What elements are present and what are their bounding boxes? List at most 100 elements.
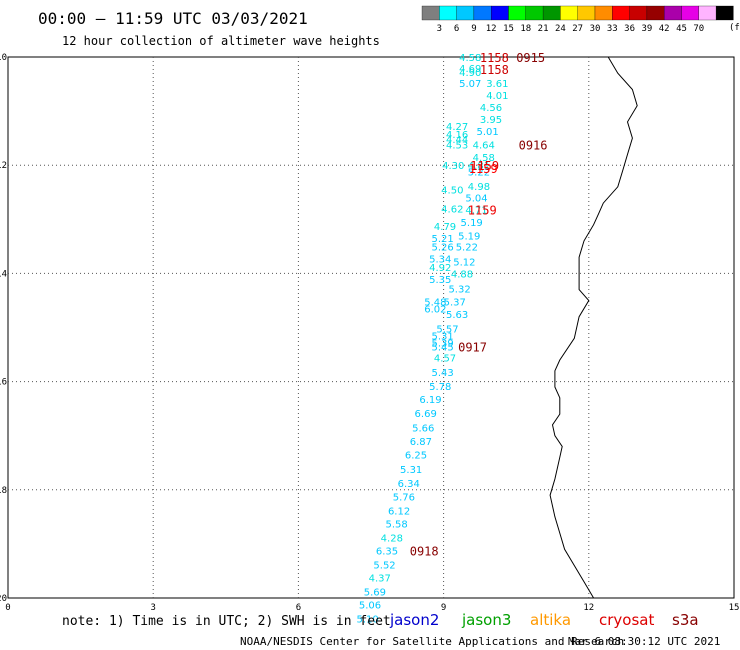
pass-time-label: 0918: [410, 544, 439, 558]
legend-tick-label: 24: [555, 24, 566, 34]
wave-height-value: 5.78: [429, 382, 451, 393]
legend-tick-label: 12: [486, 24, 497, 34]
wave-height-value: 4.92: [429, 263, 451, 274]
wave-height-value: 4.30: [442, 161, 464, 172]
latitude-tick: -18: [0, 486, 7, 496]
pass-time-label: 1158: [480, 63, 509, 77]
legend-swatch: [715, 5, 734, 21]
wave-height-value: 5.45: [432, 342, 454, 353]
wave-height-value: 5.69: [364, 588, 386, 599]
legend-swatch: [646, 5, 665, 21]
pass-time-label: 1159: [470, 159, 499, 173]
legend-swatch: [525, 5, 544, 21]
legend-swatch: [698, 5, 717, 21]
longitude-tick: 15: [729, 603, 740, 613]
longitude-tick: 9: [441, 603, 446, 613]
satellite-legend: jason2 jason3 altika cryosat s3a: [389, 611, 699, 629]
legend-swatch: [681, 5, 699, 21]
wave-height-value: 5.58: [386, 519, 408, 530]
legend-swatch: [664, 5, 682, 21]
wave-height-value: 5.63: [446, 310, 468, 321]
wave-height-value: 4.53: [446, 141, 468, 152]
wave-height-value: 4.64: [473, 141, 495, 152]
legend-unit-label: (ft): [729, 23, 740, 33]
latitude-tick: -10: [0, 53, 7, 63]
wave-height-value: 4.56: [480, 103, 502, 114]
wave-height-value: 4.81: [468, 161, 490, 172]
wave-height-value: 6.69: [415, 409, 437, 420]
wave-height-value: 5.21: [432, 234, 454, 245]
wave-height-value: 5.39: [432, 339, 454, 350]
legend-swatch: [542, 5, 561, 21]
wave-height-value: 4.98: [468, 182, 490, 193]
longitude-tick: 3: [150, 603, 155, 613]
wave-height-value: 4.50: [441, 186, 463, 197]
pass-time-label: 1159: [469, 162, 498, 176]
legend-swatch: [421, 5, 440, 21]
wave-height-value: 5.37: [444, 298, 466, 309]
wave-height-value: 4.58: [459, 53, 481, 64]
wave-height-value: 6.35: [376, 546, 398, 557]
wave-height-value: 3.61: [486, 79, 508, 90]
map-frame: [7, 56, 735, 599]
wave-height-value: 5.19: [461, 218, 483, 229]
wave-height-value: 4.37: [369, 573, 391, 584]
wave-height-value: 6.19: [419, 395, 441, 406]
wave-height-value: 4.16: [446, 130, 468, 141]
legend-tick-label: 36: [624, 24, 635, 34]
wave-height-value: 5.35: [429, 275, 451, 286]
wave-height-value: 4.57: [434, 353, 456, 364]
pass-time-label: 1158: [480, 51, 509, 65]
wave-height-value: 6.25: [405, 451, 427, 462]
satellite-name-altika: altika: [530, 611, 571, 629]
wave-height-value: 5.31: [432, 332, 454, 343]
satellite-name-jason3: jason3: [461, 611, 511, 629]
legend-tick-label: 33: [607, 24, 618, 34]
longitude-tick: 12: [583, 603, 594, 613]
wave-height-value: 6.34: [398, 479, 420, 490]
wave-height-value: 6.87: [410, 437, 432, 448]
legend-swatch: [560, 5, 578, 21]
legend-tick-label: 70: [693, 24, 704, 34]
wave-height-value: 6.12: [388, 506, 410, 517]
wave-height-value: 5.34: [429, 254, 451, 265]
wave-height-value: 5.01: [477, 127, 499, 138]
coastline: [549, 56, 638, 599]
wave-height-value: 4.88: [451, 269, 473, 280]
wave-height-value: 4.58: [473, 153, 495, 164]
wave-height-value: 6.02: [424, 305, 446, 316]
legend-tick-label: 18: [520, 24, 531, 34]
pass-time-label: 1159: [468, 204, 497, 218]
wave-height-value: 5.26: [432, 242, 454, 253]
legend-swatch: [629, 5, 648, 21]
wave-height-value: 4.62: [441, 204, 463, 215]
wave-height-value: 5.66: [412, 424, 434, 435]
wave-height-value: 4.79: [434, 222, 456, 233]
wave-height-value: 4.69: [459, 64, 481, 75]
longitude-tick: 6: [296, 603, 301, 613]
legend-swatch: [594, 5, 613, 21]
latitude-tick: -12: [0, 161, 7, 171]
legend-tick-label: 15: [503, 24, 514, 34]
pass-time-label: 0915: [516, 51, 545, 65]
footer-credit: NOAA/NESDIS Center for Satellite Applica…: [240, 635, 624, 648]
pass-time-label: 0917: [458, 340, 487, 354]
wave-height-value: 5.19: [458, 232, 480, 243]
page-subtitle: 12 hour collection of altimeter wave hei…: [62, 34, 380, 48]
legend-swatch: [439, 5, 457, 21]
satellite-name-s3a: s3a: [672, 611, 699, 629]
latitude-tick: -14: [0, 269, 7, 279]
wave-height-value: 5.43: [432, 368, 454, 379]
wave-height-value: 3.95: [480, 115, 502, 126]
wave-height-value: 5.76: [393, 492, 415, 503]
longitude-tick: 0: [5, 603, 10, 613]
wave-height-value: 4.44: [446, 135, 468, 146]
wave-height-value: 4.01: [486, 91, 508, 102]
legend-tick-label: 30: [590, 24, 601, 34]
wave-height-value: 4.28: [381, 533, 403, 544]
pass-time-label: 0916: [519, 139, 548, 153]
footer-timestamp: Mar 6 08:30:12 UTC 2021: [568, 635, 720, 648]
latitude-tick-labels: -10 -12 -14 -16 -18 -20: [0, 53, 7, 604]
